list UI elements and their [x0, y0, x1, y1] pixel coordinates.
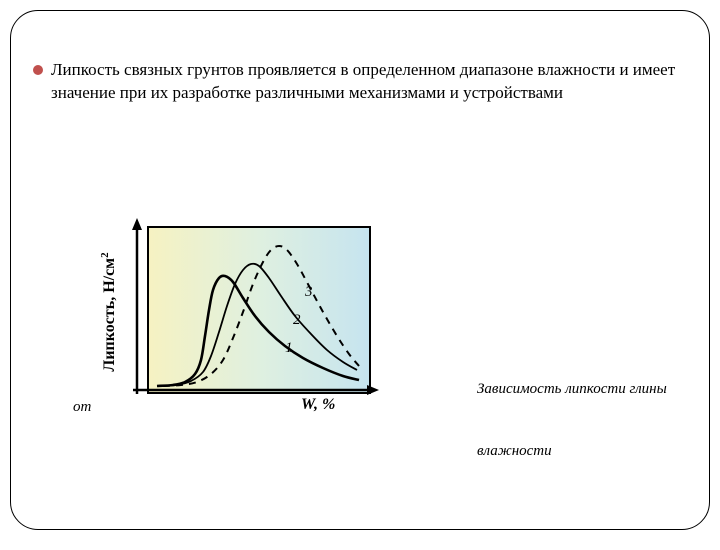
curve-label-2: 2: [293, 312, 301, 329]
bullet-text: Липкость связных грунтов проявляется в о…: [51, 59, 687, 105]
bullet-dot-icon: [33, 65, 43, 75]
chart-axes: [91, 216, 381, 426]
curve-label-3: 3: [305, 284, 313, 301]
caption-line-2: влажности: [477, 443, 552, 460]
caption-line-1: Зависимость липкости глины: [477, 381, 667, 398]
curve-label-1: 1: [285, 340, 293, 357]
chart: Липкость, Н/см2 W, % 1 2 3: [91, 216, 381, 426]
slide-frame: Липкость связных грунтов проявляется в о…: [10, 10, 710, 530]
x-axis-label: W, %: [301, 396, 335, 414]
y-axis-label-text: Липкость, Н/см: [101, 258, 118, 372]
y-axis-label: Липкость, Н/см2: [99, 252, 119, 371]
bullet-item: Липкость связных грунтов проявляется в о…: [33, 59, 687, 105]
caption-ot: от: [73, 399, 91, 416]
y-axis-label-sup: 2: [99, 252, 111, 258]
